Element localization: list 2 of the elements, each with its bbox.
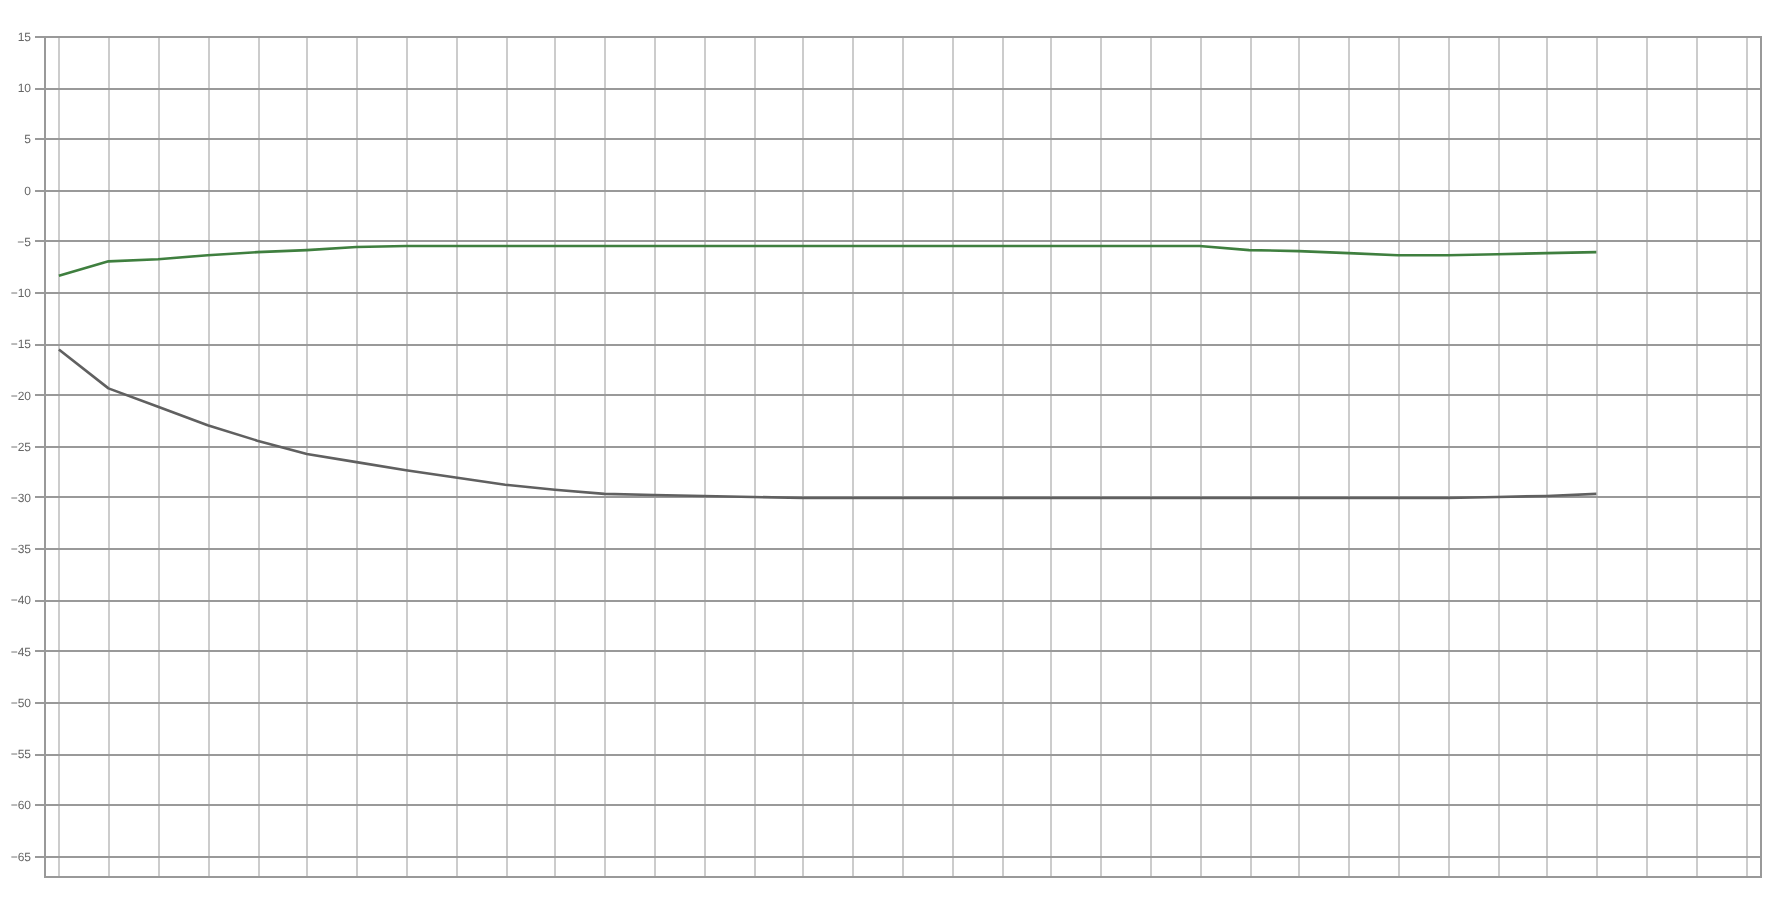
line-series bbox=[57, 244, 1598, 278]
line-series bbox=[57, 348, 1598, 500]
